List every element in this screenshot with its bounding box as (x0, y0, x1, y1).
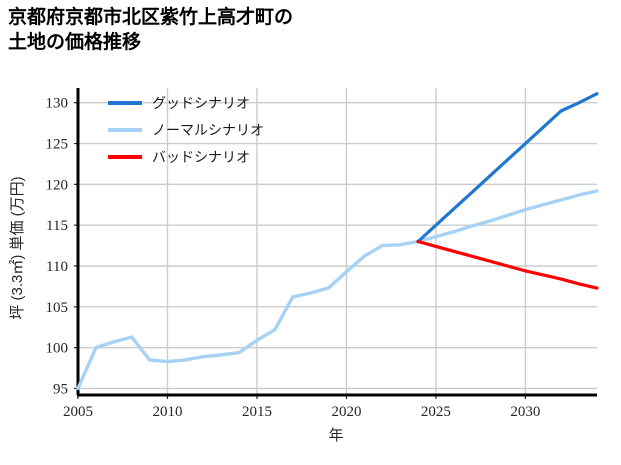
legend-label: グッドシナリオ (152, 95, 250, 111)
y-tick-label: 115 (46, 218, 68, 234)
legend-label: バッドシナリオ (152, 149, 250, 165)
y-tick-label: 120 (46, 177, 69, 193)
x-tick-label: 2030 (510, 404, 540, 420)
data-series (76, 92, 599, 391)
axis-lines (76, 88, 597, 397)
y-tick-label: 130 (46, 96, 69, 112)
y-tick-label: 105 (46, 300, 69, 316)
y-tick-label: 95 (53, 381, 68, 397)
gridlines (77, 88, 597, 395)
chart-title: 京都府京都市北区紫竹上高才町の 土地の価格推移 (8, 7, 294, 53)
y-tick-labels: 95 100 105 110 115 120 125 130 (46, 96, 78, 397)
series-line (76, 189, 599, 391)
y-axis-title: 坪 (3.3㎡) 単価 (万円) (9, 176, 26, 319)
y-tick-label: 110 (46, 259, 68, 275)
legend-label: ノーマルシナリオ (152, 122, 264, 138)
x-axis-title: 年 (328, 427, 343, 444)
x-tick-label: 2025 (421, 404, 451, 420)
y-tick-label: 100 (46, 341, 69, 357)
x-tick-label: 2005 (63, 404, 93, 420)
x-tick-label: 2015 (242, 404, 272, 420)
y-tick-label: 125 (46, 137, 69, 153)
x-tick-label: 2020 (331, 404, 361, 420)
series-line (416, 92, 599, 244)
series-line (416, 239, 599, 290)
x-tick-label: 2010 (152, 404, 182, 420)
x-tick-labels: 2005 2010 2015 2020 2025 2030 (63, 395, 540, 420)
